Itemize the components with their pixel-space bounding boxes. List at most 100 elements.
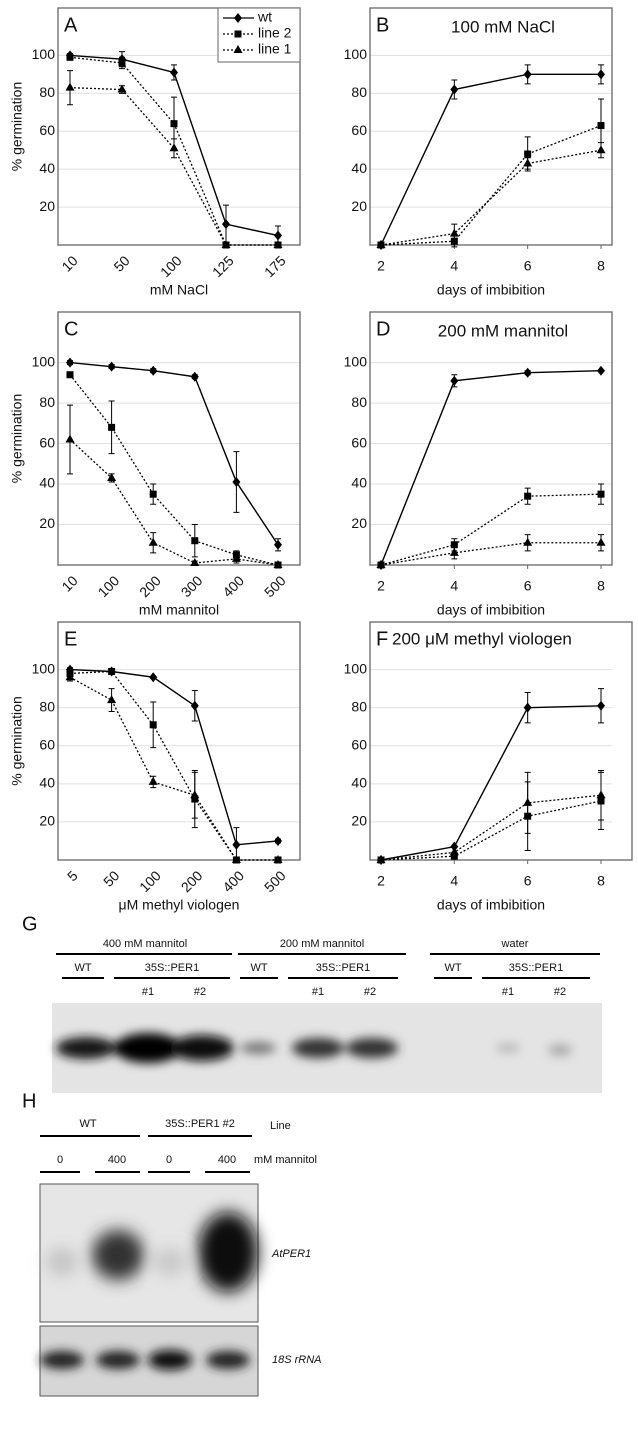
x-tick-label: 200 (136, 572, 164, 600)
marker (274, 836, 282, 846)
marker (150, 721, 157, 728)
x-tick-label: 2 (377, 578, 385, 594)
x-axis-label: days of imbibition (437, 282, 545, 298)
genotype: WT (79, 1118, 96, 1130)
marker (524, 69, 532, 79)
y-tick-label: 60 (351, 434, 367, 450)
treatment: 0 (166, 1154, 172, 1166)
y-tick-label: 20 (39, 198, 55, 214)
y-tick-label: 100 (32, 46, 56, 62)
marker (67, 54, 74, 61)
marker (274, 231, 282, 241)
lane-label: 35S::PER1 (316, 962, 370, 974)
probe-label: AtPER1 (271, 1248, 311, 1260)
marker (450, 847, 459, 855)
marker (232, 840, 240, 850)
y-tick-label: 100 (344, 353, 368, 369)
x-tick-label: 100 (95, 572, 123, 600)
marker (524, 703, 532, 713)
marker (597, 69, 605, 79)
treatment: 0 (57, 1154, 63, 1166)
x-tick-label: 4 (450, 873, 458, 889)
marker (523, 158, 532, 166)
lane-label: 35S::PER1 (509, 962, 563, 974)
x-tick-label: 100 (157, 252, 185, 280)
lane-label: WT (444, 962, 461, 974)
x-tick-label: 8 (597, 258, 605, 274)
y-tick-label: 80 (351, 84, 367, 100)
marker (119, 59, 126, 66)
x-axis-label: days of imbibition (437, 602, 545, 618)
treatment: 400 (218, 1154, 236, 1166)
y-tick-label: 20 (351, 198, 367, 214)
x-tick-label: 2 (377, 873, 385, 889)
y-tick-label: 80 (351, 394, 367, 410)
charts: 204060801001050100125175mM NaCl% germina… (9, 8, 632, 913)
marker (171, 120, 178, 127)
lane-label: 35S::PER1 (145, 962, 199, 974)
y-tick-label: 100 (32, 353, 56, 369)
y-tick-label: 80 (351, 698, 367, 714)
x-tick-label: 6 (524, 578, 532, 594)
panel-letter: A (64, 14, 78, 36)
legend-label: wt (257, 9, 272, 25)
line-label: #2 (194, 986, 206, 998)
y-tick-label: 20 (351, 813, 367, 829)
genotype: 35S::PER1 #2 (165, 1118, 235, 1130)
chart-title: 200 mM mannitol (438, 321, 568, 340)
x-tick-label: 10 (58, 572, 80, 594)
x-tick-label: 50 (110, 252, 132, 274)
marker (523, 538, 532, 546)
chart-title: 100 mM NaCl (451, 17, 555, 36)
marker (450, 376, 458, 386)
x-tick-label: 10 (58, 252, 80, 274)
y-tick-label: 40 (39, 160, 55, 176)
x-tick-label: 175 (261, 252, 289, 280)
x-tick-label: 125 (209, 252, 237, 280)
x-tick-label: 500 (261, 572, 289, 600)
x-tick-label: 8 (597, 578, 605, 594)
y-tick-label: 100 (32, 660, 56, 676)
x-tick-label: 8 (597, 873, 605, 889)
x-tick-label: 50 (100, 867, 122, 889)
x-tick-label: 4 (450, 578, 458, 594)
panel-g: G 400 mM mannitol 200 mM mannitol water … (22, 913, 602, 1093)
marker (191, 537, 198, 544)
marker (107, 473, 116, 481)
marker (191, 701, 199, 711)
probe-label: 18S rRNA (272, 1354, 322, 1366)
series-line (381, 126, 601, 245)
panel-letter: F (376, 628, 388, 650)
legend-label: line 2 (258, 25, 292, 41)
x-tick-label: 500 (261, 867, 289, 895)
marker (149, 777, 158, 785)
marker (523, 798, 532, 806)
marker (524, 150, 531, 157)
y-tick-label: 80 (39, 394, 55, 410)
marker (597, 145, 606, 153)
series-line (381, 543, 601, 565)
line-label: #2 (554, 986, 566, 998)
plot-frame (370, 312, 612, 565)
marker (149, 672, 157, 682)
x-tick-label: 5 (64, 867, 81, 884)
marker (66, 83, 75, 91)
y-tick-label: 60 (351, 736, 367, 752)
series-line (381, 706, 601, 860)
y-axis-label: % germination (9, 696, 25, 786)
series-line (70, 672, 278, 860)
marker (108, 668, 115, 675)
marker (597, 366, 605, 376)
plot-frame (58, 312, 300, 565)
marker (597, 790, 606, 798)
marker (597, 538, 606, 546)
x-axis-label: days of imbibition (437, 897, 545, 913)
marker (66, 435, 75, 443)
y-axis-label: % germination (9, 394, 25, 484)
panel-letter: H (22, 1090, 36, 1112)
panel-letter: B (376, 14, 389, 36)
series-line (381, 371, 601, 565)
y-tick-label: 60 (39, 122, 55, 138)
line-label: #1 (312, 986, 324, 998)
panel-letter: D (376, 318, 390, 340)
